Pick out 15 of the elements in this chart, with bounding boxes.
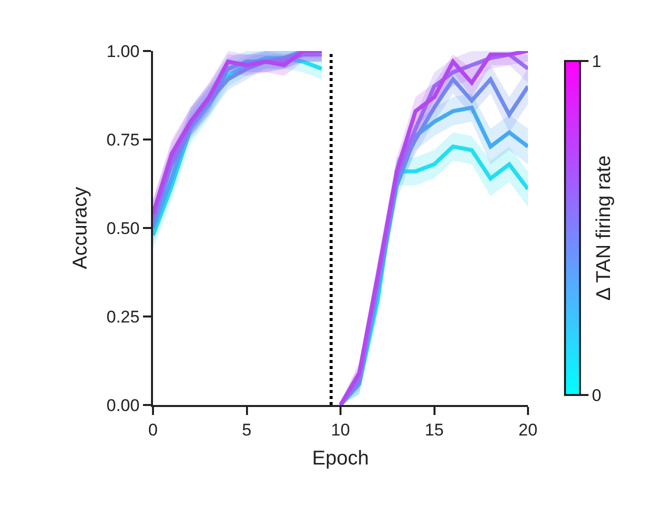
y-tick-label: 0.50 bbox=[106, 218, 140, 238]
y-tick-label: 0.00 bbox=[106, 396, 140, 415]
y-tick-label: 0.25 bbox=[106, 307, 140, 326]
y-tick-label: 0.75 bbox=[106, 130, 140, 150]
x-axis-title: Epoch bbox=[312, 447, 369, 470]
color-bar-title: Δ TAN firing rate bbox=[593, 155, 615, 301]
color-bar-label: 0 bbox=[592, 386, 602, 405]
color-bar-label: 1 bbox=[592, 52, 602, 71]
y-axis-title: Accuracy bbox=[70, 186, 92, 270]
x-tick-label: 15 bbox=[424, 420, 444, 440]
y-tick-label: 1.00 bbox=[106, 42, 140, 61]
x-tick-label: 10 bbox=[331, 420, 350, 440]
x-tick-label: 0 bbox=[148, 420, 158, 440]
x-tick-label: 5 bbox=[242, 420, 252, 440]
x-tick-label: 20 bbox=[518, 420, 538, 440]
